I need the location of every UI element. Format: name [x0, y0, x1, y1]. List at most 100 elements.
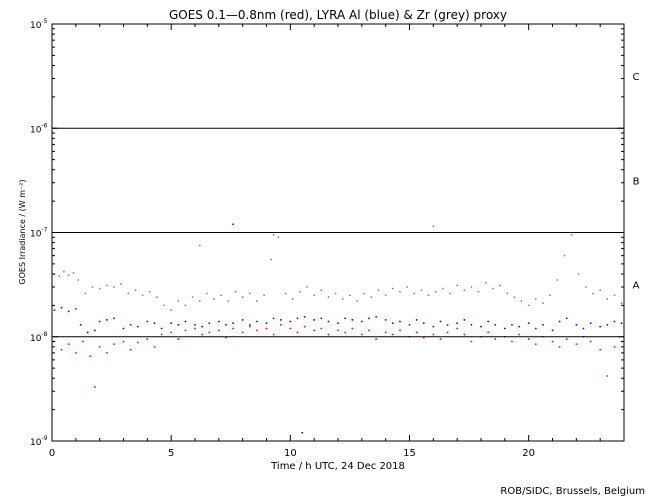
series-1-point-65 [558, 320, 561, 323]
series-2-point-83 [432, 225, 435, 228]
series-0-point-30 [279, 323, 282, 326]
flare-class-label-b: B [633, 176, 640, 187]
series-0-point-41 [368, 329, 370, 332]
series-0-point-50 [439, 338, 442, 340]
series-2-point-61 [477, 290, 480, 293]
series-2-point-58 [456, 284, 459, 287]
series-1-point-41 [368, 317, 370, 320]
series-1-point-59 [511, 323, 513, 326]
series-0-point-13 [146, 338, 149, 340]
series-1-point-11 [129, 323, 132, 326]
series-1-point-36 [327, 320, 330, 323]
series-2-point-46 [370, 296, 373, 299]
series-1-point-46 [408, 323, 411, 326]
y-tick-label-4: 10-5 [30, 18, 48, 31]
series-2-point-68 [527, 304, 530, 307]
series-2-point-66 [513, 296, 516, 299]
series-1-point-74 [232, 223, 235, 226]
series-0-point-24 [232, 327, 235, 330]
series-1-point-2 [67, 310, 70, 313]
series-1-point-13 [146, 320, 149, 323]
x-tick-label-4: 20 [522, 448, 535, 459]
series-1-point-18 [184, 320, 187, 323]
series-2-point-32 [270, 258, 273, 261]
axis-ticks: 0 5 10 15 20 10-9 10-8 10-7 10-6 10-5 [30, 18, 625, 459]
series-1-point-70 [599, 325, 602, 328]
series-2-point-9 [105, 284, 108, 287]
series-0-point-45 [399, 329, 401, 332]
series-2-point-69 [534, 298, 537, 300]
series-0-point-36 [327, 333, 330, 336]
series-2-point-12 [127, 292, 130, 295]
series-2-point-20 [184, 304, 187, 307]
series-1-point-28 [265, 322, 268, 325]
series-2-point-13 [134, 289, 137, 292]
series-0-point-39 [351, 327, 354, 330]
series-2-point-84 [272, 233, 275, 236]
series-1-point-48 [422, 322, 425, 325]
series-0-point-21 [208, 331, 211, 334]
series-0-point-14 [153, 345, 156, 348]
series-0-point-52 [456, 327, 459, 330]
series-1-point-35 [320, 317, 323, 320]
flare-class-label-c: C [633, 72, 640, 83]
series-0-point-54 [470, 340, 473, 343]
series-0-point-37 [337, 329, 339, 332]
y-tick-label-2: 10-7 [30, 227, 48, 240]
series-1-point-75 [301, 431, 304, 434]
series-0-point-28 [265, 327, 268, 330]
series-1-point-29 [272, 317, 275, 320]
series-0-point-35 [320, 327, 323, 330]
series-2-point-28 [241, 296, 244, 299]
series-2-point-4 [72, 271, 75, 274]
series-2-point-49 [391, 287, 394, 290]
series-2-point-40 [327, 296, 330, 299]
series-2-point-21 [191, 296, 194, 299]
series-2-point-3 [67, 274, 70, 277]
series-0-point-44 [391, 333, 394, 336]
series-2-point-81 [620, 302, 623, 305]
series-1-point-53 [463, 319, 466, 321]
series-2-point-36 [298, 290, 301, 293]
series-1-point-24 [232, 322, 235, 325]
series-0-point-42 [375, 338, 378, 340]
series-0-point-53 [463, 333, 466, 336]
series-2-point-2 [63, 270, 65, 273]
series-0-point-31 [289, 327, 292, 330]
series-2-point-54 [427, 294, 430, 297]
series-1-point-14 [153, 322, 156, 325]
series-1-point-20 [201, 325, 204, 328]
series-2-point-29 [248, 292, 251, 295]
y-tick-label-1: 10-8 [30, 331, 48, 344]
flare-class-lines [52, 127, 624, 338]
series-1-point-60 [518, 325, 521, 328]
series-1-point-21 [208, 322, 211, 325]
series-0-point-57 [494, 338, 497, 340]
series-0-point-3 [74, 351, 77, 354]
series-0-point-12 [136, 341, 139, 344]
x-tick-label-0: 0 [49, 448, 55, 459]
series-0-point-18 [184, 329, 187, 332]
series-2-point-26 [227, 300, 230, 302]
series-1-point-49 [432, 325, 435, 328]
series-0-point-17 [177, 338, 180, 340]
flare-class-labels: C B A [633, 72, 640, 292]
series-0-point-72 [613, 345, 616, 348]
series-2-point-38 [313, 294, 316, 297]
series-0-point-16 [170, 331, 173, 334]
series-2-point-73 [563, 254, 566, 257]
series-1-point-32 [296, 317, 299, 320]
series-2-point-78 [599, 289, 602, 292]
series-0-point-1 [60, 348, 63, 351]
series-1-point-52 [456, 322, 459, 325]
series-2-point-42 [341, 298, 344, 300]
series-1-point-67 [575, 323, 578, 326]
series-2-point-62 [484, 281, 487, 284]
series-0-point-65 [558, 345, 561, 348]
series-2-point-37 [306, 286, 308, 288]
series-1-point-37 [337, 322, 339, 325]
series-2-point-44 [356, 300, 358, 302]
series-2-point-75 [577, 273, 580, 275]
series-0-point-62 [534, 343, 537, 346]
series-1-point-33 [303, 316, 306, 318]
